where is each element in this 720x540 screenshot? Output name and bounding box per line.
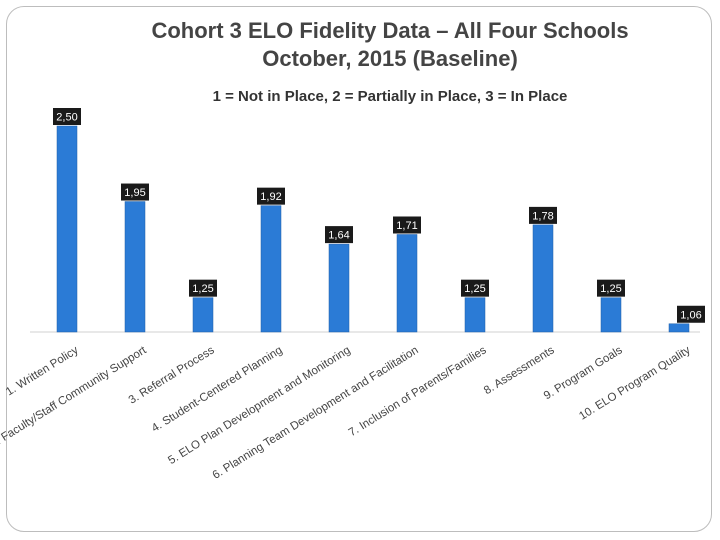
x-tick-label-4: 4. Student-Centered Planning [150,344,285,434]
data-label-bg-6 [393,216,421,234]
data-label-bg-3 [189,279,217,297]
x-tick-label-7: 7. Inclusion of Parents/Families [347,344,489,439]
bar-7 [464,297,486,333]
data-label-3: 1,25 [192,283,213,295]
bar-10 [668,323,690,333]
data-label-9: 1,25 [600,283,621,295]
data-label-8: 1,78 [532,210,553,222]
chart-title-line-2: October, 2015 (Baseline) [262,46,518,71]
bar-1 [56,125,78,333]
bar-8 [532,224,554,333]
data-label-5: 1,64 [328,230,349,242]
data-label-bg-7 [461,279,489,297]
data-label-bg-8 [529,206,557,224]
data-label-10: 1,06 [680,309,701,321]
bar-3 [192,297,214,333]
data-label-bg-4 [257,187,285,205]
slide-frame [6,6,712,532]
x-tick-label-10: 10. ELO Program Quality [577,344,693,422]
bar-9 [600,297,622,333]
data-label-7: 1,25 [464,283,485,295]
data-label-bg-10 [677,305,705,323]
chart-title-line-1: Cohort 3 ELO Fidelity Data – All Four Sc… [151,18,629,43]
data-label-bg-2 [121,183,149,201]
chart-subtitle: 1 = Not in Place, 2 = Partially in Place… [212,88,568,105]
data-label-6: 1,71 [396,220,417,232]
data-label-bg-1 [53,108,81,125]
data-label-bg-9 [597,279,625,297]
bar-6 [396,234,418,333]
bar-5 [328,243,350,333]
data-label-bg-5 [325,226,353,244]
bar-2 [124,201,146,333]
bar-4 [260,205,282,333]
data-label-4: 1,92 [260,191,281,203]
data-label-1: 2,50 [56,112,77,124]
data-label-2: 1,95 [124,187,145,199]
